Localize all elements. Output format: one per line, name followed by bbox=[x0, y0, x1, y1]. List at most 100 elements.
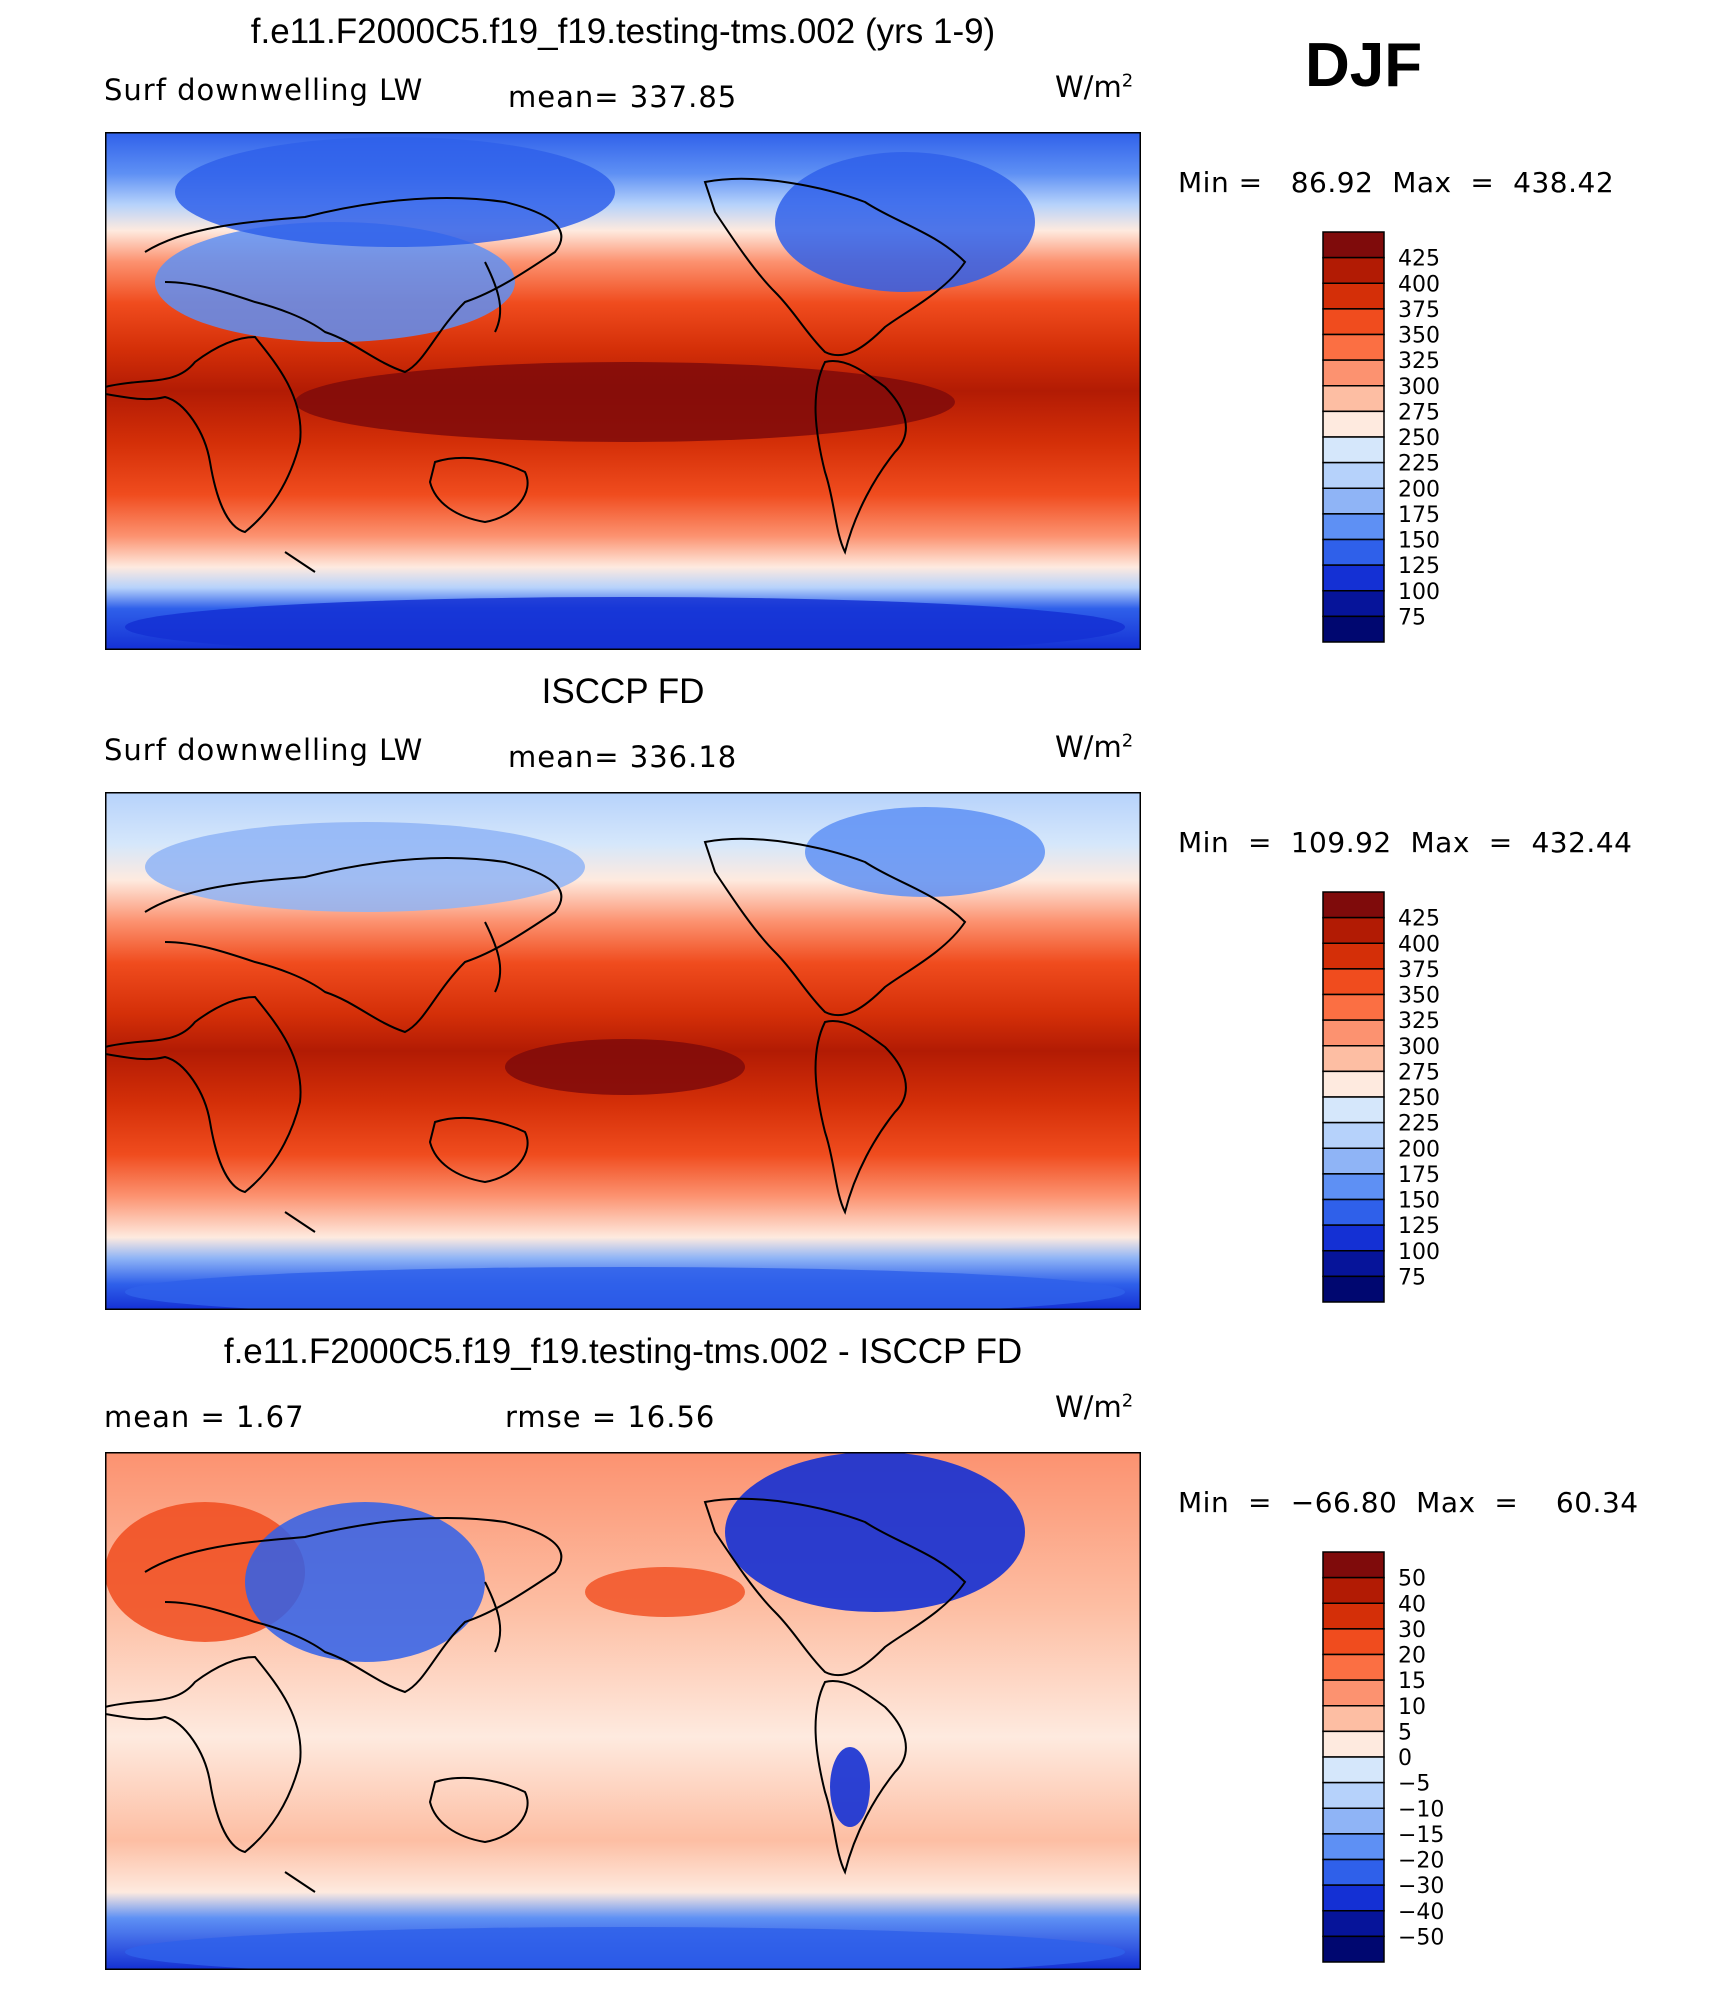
colorbar-tick-label: 200 bbox=[1398, 477, 1440, 502]
colorbar-tick-label: 150 bbox=[1398, 1189, 1440, 1214]
colorbar-swatch bbox=[1322, 942, 1385, 970]
colorbar-tick-label: 30 bbox=[1398, 1618, 1426, 1643]
colorbar-swatch bbox=[1322, 1121, 1385, 1149]
map-obs-svg bbox=[105, 792, 1141, 1310]
colorbar-swatch bbox=[1322, 461, 1385, 489]
colorbar-tick-label: 100 bbox=[1398, 1240, 1440, 1265]
colorbar-tick-label: 0 bbox=[1398, 1746, 1412, 1771]
colorbar-tick-label: 425 bbox=[1398, 247, 1440, 272]
colorbar-tick-label: 150 bbox=[1398, 529, 1440, 554]
colorbar-tick-label: 300 bbox=[1398, 1035, 1440, 1060]
panel-variable-label-model: Surf downwelling LW bbox=[104, 73, 424, 107]
panel-minmax-obs: Min = 109.92 Max = 432.44 bbox=[1178, 826, 1633, 859]
colorbar-swatch bbox=[1322, 1705, 1385, 1733]
antarctica-cold-region bbox=[125, 597, 1125, 650]
map-diff-svg bbox=[105, 1452, 1141, 1970]
siberia-cold-region bbox=[175, 137, 615, 247]
colorbar-swatch bbox=[1322, 359, 1385, 387]
colorbar-tick-label: 350 bbox=[1398, 324, 1440, 349]
siberia-cold-region bbox=[145, 822, 585, 912]
season-label: DJF bbox=[1305, 31, 1423, 100]
panel-title-diff: f.e11.F2000C5.f19_f19.testing-tms.002 - … bbox=[223, 1332, 1023, 1371]
colorbar-tick-label: 300 bbox=[1398, 375, 1440, 400]
colorbar-swatch bbox=[1322, 538, 1385, 566]
map-model bbox=[105, 132, 1141, 650]
colorbar-swatch bbox=[1322, 1096, 1385, 1124]
colorbar-tick-label: 325 bbox=[1398, 349, 1440, 374]
warm-pool-core bbox=[295, 362, 955, 442]
colorbar-swatch bbox=[1322, 1250, 1385, 1278]
colorbar-tick-label: −5 bbox=[1398, 1772, 1430, 1797]
colorbar-swatch bbox=[1322, 1679, 1385, 1707]
panel-title-obs: ISCCP FD bbox=[541, 672, 705, 711]
colorbar-swatch bbox=[1322, 1045, 1385, 1073]
colorbar-swatch bbox=[1322, 231, 1385, 259]
colorbar-swatch bbox=[1322, 1198, 1385, 1226]
coastlines bbox=[105, 177, 967, 573]
colorbar-swatch bbox=[1322, 513, 1385, 541]
colorbar-swatch bbox=[1322, 1019, 1385, 1047]
colorbar-obs: 425 400 375 350 325 300 275 250 225 200 175 150 125 1… bbox=[1322, 891, 1440, 1303]
colorbar-swatch bbox=[1322, 1730, 1385, 1758]
colorbar-tick-label: 250 bbox=[1398, 1086, 1440, 1111]
colorbar-swatch bbox=[1322, 1807, 1385, 1835]
map-frame bbox=[105, 1452, 1141, 1970]
colorbar-tick-label: −20 bbox=[1398, 1849, 1444, 1874]
colorbar-swatch bbox=[1322, 1576, 1385, 1604]
colorbar-swatch bbox=[1322, 333, 1385, 361]
map-frame bbox=[105, 132, 1141, 650]
colorbar-swatch bbox=[1322, 1147, 1385, 1175]
colorbar-swatch bbox=[1322, 487, 1385, 515]
panel-units-model: W/m2 bbox=[1055, 70, 1134, 104]
colorbar-swatch bbox=[1322, 1833, 1385, 1861]
colorbar-tick-label: 225 bbox=[1398, 1112, 1440, 1137]
colorbar-swatch bbox=[1322, 1551, 1385, 1579]
antarctica-cold-bias bbox=[125, 1927, 1125, 1970]
north-america-cold-bias bbox=[725, 1452, 1025, 1612]
coastlines bbox=[105, 837, 967, 1233]
andes-cold-bias bbox=[830, 1747, 870, 1827]
colorbar-swatch bbox=[1322, 308, 1385, 336]
colorbar-swatch bbox=[1322, 436, 1385, 464]
panel-units-diff: W/m2 bbox=[1055, 1390, 1134, 1424]
colorbar-tick-label: 425 bbox=[1398, 907, 1440, 932]
colorbar-swatch bbox=[1322, 1781, 1385, 1809]
colorbar-tick-label: 175 bbox=[1398, 503, 1440, 528]
asia-cold-region bbox=[155, 222, 515, 342]
panel-units-obs: W/m2 bbox=[1055, 730, 1134, 764]
colorbar-tick-label: 75 bbox=[1398, 605, 1426, 630]
colorbar-swatch bbox=[1322, 256, 1385, 284]
colorbar-swatch bbox=[1322, 1884, 1385, 1912]
colorbar-tick-label: 400 bbox=[1398, 272, 1440, 297]
north-america-cold-region bbox=[775, 152, 1035, 292]
colorbar-tick-label: 275 bbox=[1398, 400, 1440, 425]
colorbar-swatch bbox=[1322, 1628, 1385, 1656]
colorbar-tick-label: 275 bbox=[1398, 1060, 1440, 1085]
colorbar-tick-label: −50 bbox=[1398, 1925, 1444, 1950]
map-diff bbox=[105, 1452, 1141, 1970]
antarctica-cold-region bbox=[125, 1267, 1125, 1310]
colorbar-tick-label: 50 bbox=[1398, 1567, 1426, 1592]
colorbar-swatch bbox=[1322, 1602, 1385, 1630]
colorbar-tick-label: −30 bbox=[1398, 1874, 1444, 1899]
warm-pool-core bbox=[505, 1039, 745, 1095]
panel-rmse-label-diff: rmse = 16.56 bbox=[505, 1400, 716, 1434]
colorbar-swatch bbox=[1322, 1935, 1385, 1963]
colorbar-tick-label: 75 bbox=[1398, 1265, 1426, 1290]
colorbar-swatch bbox=[1322, 410, 1385, 438]
colorbar-tick-label: 250 bbox=[1398, 426, 1440, 451]
colorbar-tick-label: 175 bbox=[1398, 1163, 1440, 1188]
colorbar-swatch bbox=[1322, 1756, 1385, 1784]
north-america-cold-region bbox=[805, 807, 1045, 897]
colorbar-tick-label: 200 bbox=[1398, 1137, 1440, 1162]
colorbar-swatch bbox=[1322, 1173, 1385, 1201]
panel-title-model: f.e11.F2000C5.f19_f19.testing-tms.002 (y… bbox=[250, 12, 996, 51]
colorbar-tick-label: −10 bbox=[1398, 1797, 1444, 1822]
coastlines bbox=[105, 1497, 967, 1893]
colorbar-swatch bbox=[1322, 916, 1385, 944]
panel-mean-label-diff: mean = 1.67 bbox=[104, 1400, 305, 1434]
colorbar-tick-label: −15 bbox=[1398, 1823, 1444, 1848]
colorbar-tick-label: 375 bbox=[1398, 958, 1440, 983]
colorbar-swatch bbox=[1322, 590, 1385, 618]
